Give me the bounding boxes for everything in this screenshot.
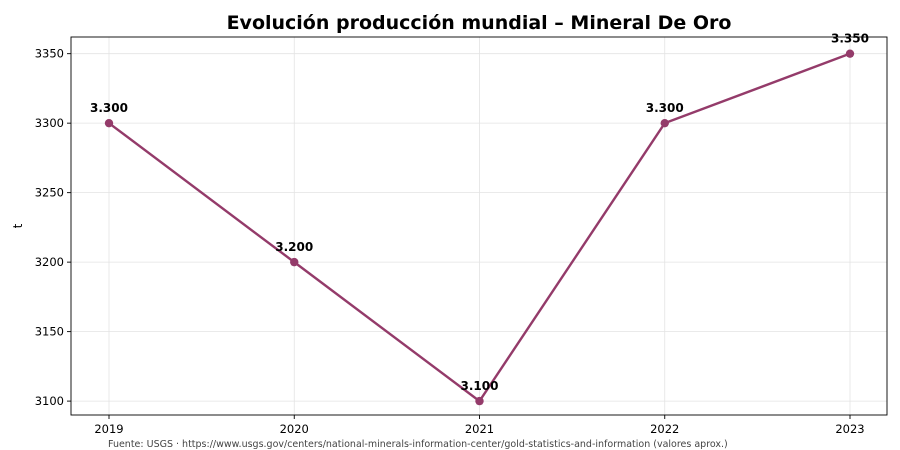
grid: [71, 37, 887, 415]
data-point: [475, 396, 484, 406]
data-point: [845, 49, 855, 58]
data-point: [104, 118, 114, 128]
source-note: Fuente: USGS · https://www.usgs.gov/cent…: [108, 439, 728, 450]
y-tick-label: 3350: [35, 47, 64, 61]
plot-frame: [70, 36, 888, 416]
data-label: 3.350: [831, 32, 869, 46]
x-tick-label: 2021: [465, 422, 494, 436]
data-label: 3.100: [461, 379, 499, 393]
y-tick-label: 3150: [35, 325, 64, 339]
data-points: [104, 49, 855, 406]
data-label: 3.200: [275, 240, 313, 254]
x-tick-label: 2023: [835, 422, 864, 436]
y-tick-label: 3300: [35, 116, 64, 130]
x-tick-label: 2019: [94, 422, 123, 436]
y-axis-label: t: [11, 223, 25, 228]
data-label: 3.300: [646, 101, 684, 115]
y-tick-label: 3250: [35, 186, 64, 200]
data-labels: 3.300 3.200 3.100 3.300 3.350: [90, 32, 869, 393]
y-tick-label: 3200: [35, 255, 64, 269]
data-point: [660, 118, 669, 128]
y-tick-label: 3100: [35, 394, 64, 408]
x-tick-label: 2020: [280, 422, 309, 436]
chart-title: Evolución producción mundial – Mineral D…: [227, 12, 732, 34]
x-tick-label: 2022: [650, 422, 679, 436]
data-point: [290, 257, 299, 267]
data-label: 3.300: [90, 101, 128, 115]
axes: 2019 2020 2021 2022 2023 3100 3150 3200 3250 3300…: [35, 47, 865, 436]
